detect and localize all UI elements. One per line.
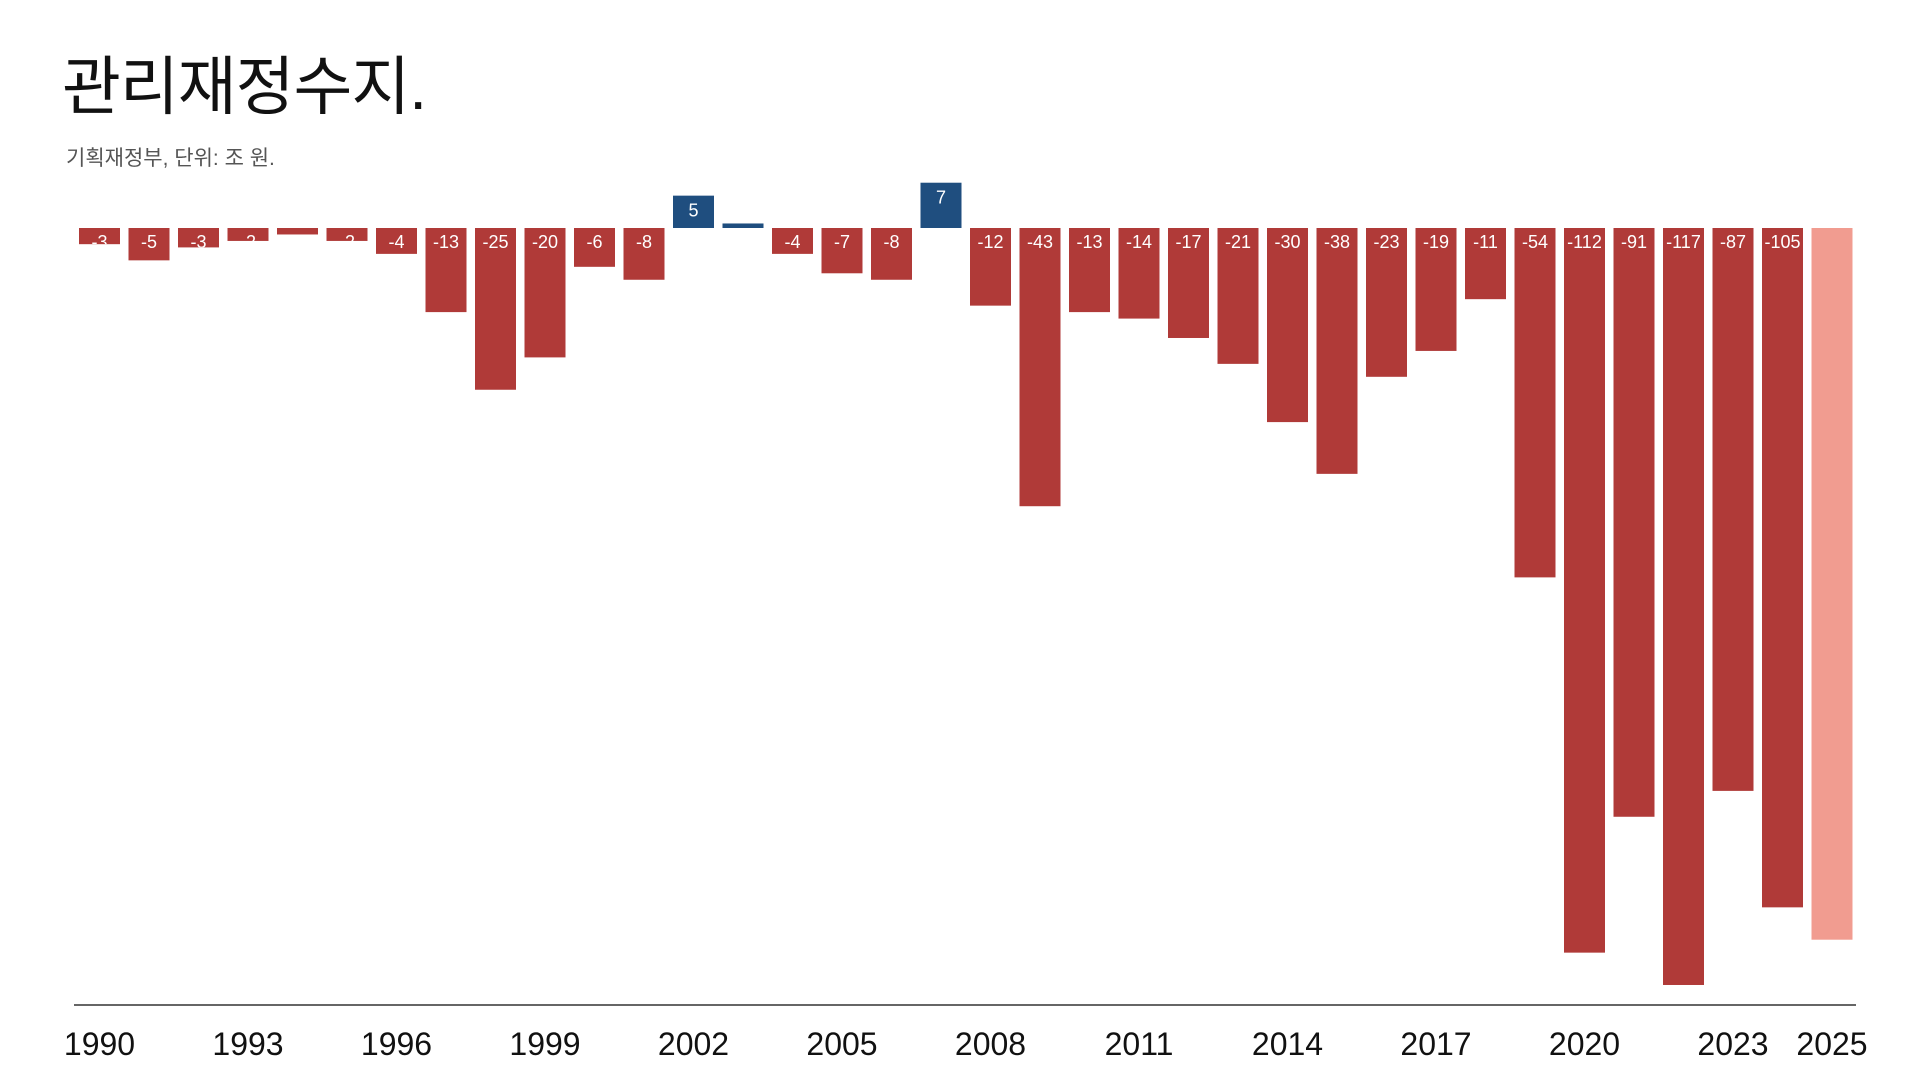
x-tick-label: 1993	[212, 1026, 283, 1062]
bar-2002	[673, 195, 714, 228]
data-label-2016: -23	[1373, 232, 1399, 252]
bar-1999	[524, 228, 566, 358]
data-label-2022: -117	[1666, 232, 1701, 252]
data-label-2002: 5	[688, 201, 698, 221]
data-label-2014: -30	[1274, 232, 1300, 252]
x-tick-label: 2011	[1105, 1026, 1174, 1062]
data-label-2024: -105	[1764, 232, 1800, 252]
x-tick-label: 2014	[1252, 1026, 1323, 1062]
bar-1994	[277, 228, 318, 235]
data-label-2020: -112	[1567, 232, 1602, 252]
bar-2010	[1069, 228, 1110, 313]
bar-2015	[1316, 228, 1358, 474]
data-label-1995: -2	[339, 232, 355, 252]
bar-2017	[1415, 228, 1457, 351]
bar-2007	[920, 182, 962, 228]
x-tick-label: 2017	[1400, 1026, 1471, 1062]
data-label-2011: -14	[1126, 232, 1152, 252]
data-label-2009: -43	[1027, 232, 1053, 252]
x-tick-label: 2025	[1796, 1026, 1867, 1062]
chart-title: 관리재정수지.	[62, 51, 427, 123]
x-tick-label: 2008	[955, 1026, 1026, 1062]
bar-2019	[1514, 228, 1556, 578]
bar-2000	[574, 228, 615, 267]
bar-2011	[1118, 228, 1160, 319]
bar-2009	[1019, 228, 1061, 507]
bar-1996	[376, 228, 417, 254]
bar-2018	[1465, 228, 1506, 300]
data-label-1990: -3	[91, 232, 107, 252]
bar-2005	[821, 228, 863, 274]
x-tick-label: 2005	[806, 1026, 877, 1062]
data-label-2012: -17	[1175, 232, 1201, 252]
bar-2008	[970, 228, 1011, 306]
data-label-2004: -4	[784, 232, 800, 252]
data-label-1997: -13	[433, 232, 459, 252]
data-label-1992: -3	[190, 232, 206, 252]
bar-2023	[1712, 228, 1754, 791]
bar-2024	[1762, 228, 1803, 908]
data-label-2023: -87	[1720, 232, 1746, 252]
bar-2013	[1217, 228, 1259, 364]
x-tick-label: 2020	[1549, 1026, 1620, 1062]
data-label-1998: -25	[482, 232, 508, 252]
x-tick-label: 1996	[361, 1026, 432, 1062]
bar-2003	[722, 223, 764, 228]
x-tick-label: 1990	[64, 1026, 135, 1062]
data-label-2010: -13	[1076, 232, 1102, 252]
bar-1993	[227, 228, 269, 241]
data-label-1996: -4	[388, 232, 404, 252]
bar-1997	[425, 228, 467, 313]
data-label-1991: -5	[141, 232, 157, 252]
bar-1991	[128, 228, 170, 261]
data-label-2019: -54	[1522, 232, 1548, 252]
data-label-2000: -6	[586, 232, 602, 252]
data-label-2018: -11	[1473, 232, 1498, 252]
bar-2006	[871, 228, 912, 280]
bar-1992	[178, 228, 219, 248]
data-label-1999: -20	[532, 232, 558, 252]
bar-2004	[772, 228, 813, 254]
data-label-2015: -38	[1324, 232, 1350, 252]
data-label-2017: -19	[1423, 232, 1449, 252]
data-label-2005: -7	[834, 232, 850, 252]
data-label-2001: -8	[636, 232, 652, 252]
data-label-2008: -12	[977, 232, 1003, 252]
bar-2025	[1811, 228, 1853, 940]
bar-1990	[79, 228, 120, 245]
data-label-1994: -1	[289, 232, 305, 252]
bar-2012	[1168, 228, 1209, 338]
data-label-2006: -8	[883, 232, 899, 252]
bar-2016	[1366, 228, 1407, 377]
bar-2001	[623, 228, 665, 280]
bar-1995	[326, 228, 368, 241]
x-tick-label: 2023	[1697, 1026, 1768, 1062]
x-tick-label: 1999	[509, 1026, 580, 1062]
bar-2020	[1564, 228, 1605, 953]
bar-2022	[1663, 228, 1704, 985]
chart-subtitle: 기획재정부, 단위: 조 원.	[66, 147, 275, 170]
data-label-2007: 7	[936, 188, 946, 208]
bar-2014	[1267, 228, 1308, 423]
data-label-2013: -21	[1225, 232, 1251, 252]
data-label-1993: -2	[240, 232, 256, 252]
data-label-2021: -91	[1621, 232, 1647, 252]
bar-2021	[1613, 228, 1655, 817]
bar-1998	[475, 228, 516, 390]
x-tick-label: 2002	[658, 1026, 729, 1062]
